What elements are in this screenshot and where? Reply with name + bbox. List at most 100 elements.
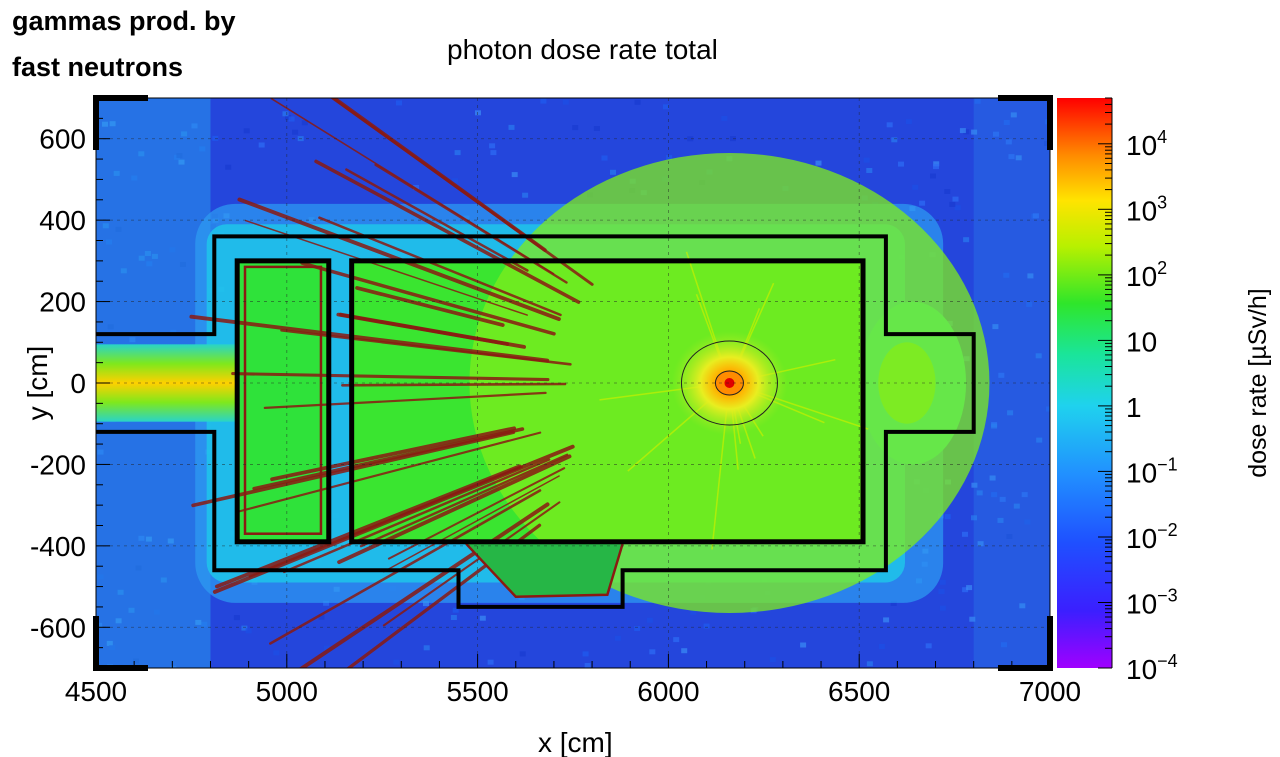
x-tick-label: 5000: [256, 676, 318, 707]
noise-cell: [998, 372, 1005, 378]
y-tick-label: -600: [30, 612, 86, 643]
colorbar-tick-label: 104: [1126, 127, 1167, 161]
noise-cell: [169, 247, 176, 253]
colorbar-tick-label: 10−4: [1126, 651, 1178, 685]
noise-cell: [288, 116, 295, 122]
dose-streak: [338, 312, 526, 349]
noise-cell: [971, 515, 977, 521]
noise-cell: [454, 150, 461, 156]
dose-streak: [337, 454, 572, 565]
noise-cell: [891, 137, 898, 143]
noise-cell: [113, 170, 120, 176]
noise-cell: [572, 125, 579, 131]
noise-cell: [966, 585, 973, 591]
lower-leak-contour: [465, 542, 624, 599]
noise-cell: [687, 136, 694, 142]
noise-cell: [490, 150, 497, 156]
dose-streak: [318, 216, 562, 317]
chart-title: photon dose rate total: [447, 34, 718, 65]
noise-cell: [1024, 519, 1031, 525]
y-tick-label: -200: [30, 449, 86, 480]
small-room-fill: [237, 260, 329, 542]
annotation-line-2: fast neutrons: [12, 52, 184, 82]
noise-cell: [562, 99, 569, 105]
x-tick-label: 4500: [65, 676, 127, 707]
noise-cell: [1036, 437, 1043, 443]
noise-cell: [115, 618, 122, 624]
noise-cell: [540, 98, 547, 104]
y-tick-label: 600: [39, 124, 86, 155]
noise-cell: [191, 123, 198, 129]
wall-outer-outline: [96, 234, 976, 609]
dose-streak: [268, 489, 542, 645]
noise-cell: [866, 168, 873, 173]
noise-cell: [423, 601, 429, 607]
noise-cell: [243, 128, 250, 134]
dose-streak: [252, 427, 525, 491]
x-tick-label: 5500: [446, 676, 508, 707]
noise-cell: [479, 615, 486, 621]
dose-streak: [270, 426, 516, 482]
noise-cell: [939, 579, 946, 585]
noise-cell: [993, 131, 999, 137]
noise-cell: [522, 192, 529, 198]
noise-cell: [1033, 213, 1039, 219]
noise-cell: [1007, 410, 1014, 416]
noise-cell: [519, 651, 526, 657]
dose-streak: [212, 444, 575, 594]
wall-small-room: [234, 258, 332, 545]
noise-cell: [106, 239, 112, 245]
annotation-line-1: gammas prod. by: [12, 6, 236, 36]
noise-cell: [933, 164, 939, 170]
noise-cell: [925, 643, 932, 649]
dose-streak: [298, 502, 550, 668]
noise-cell: [584, 663, 591, 668]
noise-cell: [1019, 603, 1026, 609]
noise-cell: [959, 128, 966, 134]
noise-cell: [423, 645, 430, 651]
x-tick-label: 6500: [828, 676, 890, 707]
noise-cell: [273, 650, 280, 656]
noise-cell: [962, 531, 968, 537]
noise-cell: [963, 129, 970, 135]
noise-cell: [128, 607, 135, 613]
noise-cell: [102, 223, 109, 229]
noise-cell: [450, 615, 457, 620]
noise-cell: [145, 536, 152, 542]
dose-streak: [383, 475, 560, 573]
noise-cell: [151, 253, 158, 259]
noise-cell: [201, 621, 208, 627]
noise-cell: [666, 155, 673, 161]
small-room-contour: [243, 265, 323, 535]
noise-cell: [323, 600, 330, 606]
noise-cell: [815, 160, 822, 166]
noise-cell: [120, 268, 127, 274]
dose-streak: [282, 458, 551, 574]
colorbar-tick-exponent: −4: [1157, 651, 1178, 671]
noise-cell: [393, 659, 400, 665]
noise-cell: [487, 659, 494, 665]
noise-cell: [282, 111, 289, 117]
colorbar-tick-exponent: −2: [1157, 520, 1178, 540]
noise-cell: [146, 261, 153, 267]
noise-cell: [1015, 155, 1022, 161]
noise-cell: [233, 615, 240, 621]
noise-cell: [663, 104, 669, 110]
dose-streak: [270, 98, 555, 275]
noise-cell: [944, 189, 951, 194]
noise-cell: [721, 115, 728, 121]
noise-cell: [131, 175, 138, 181]
noise-cell: [962, 587, 969, 593]
noise-cell: [971, 129, 978, 135]
noise-cell: [133, 658, 139, 664]
x-axis: 4500 5000 5500 6000 6500 7000: [65, 654, 1081, 707]
noise-cell: [649, 649, 656, 655]
noise-cell: [1003, 120, 1010, 125]
noise-cell: [97, 574, 104, 580]
noise-cell: [511, 172, 518, 178]
wall-large-room: [349, 258, 866, 545]
dose-streak: [314, 159, 581, 304]
noise-cell: [109, 121, 116, 127]
